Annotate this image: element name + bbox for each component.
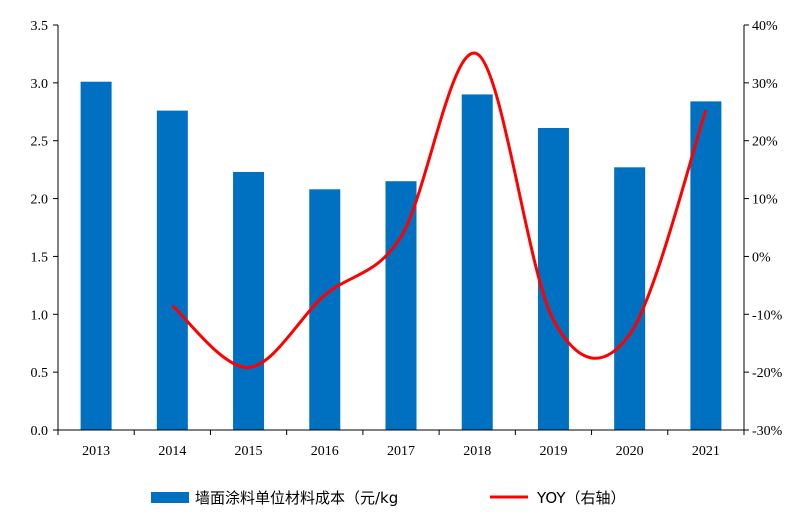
bar-2017	[385, 181, 417, 430]
bar-2020	[614, 167, 646, 431]
bar-series	[80, 81, 722, 431]
y-left-tick-label: 3.0	[31, 77, 49, 92]
y-left-tick-label: 1.5	[31, 250, 49, 265]
y-left-tick-label: 2.5	[31, 135, 49, 150]
x-tick-label-2015: 2015	[235, 444, 263, 459]
x-tick-label-2014: 2014	[158, 444, 186, 459]
y-left-tick-label: 2.0	[31, 193, 49, 208]
y-right-tick-label: 10%	[752, 193, 778, 208]
yoy-line-series	[171, 51, 708, 370]
y-right-tick-label: 0%	[752, 250, 771, 265]
x-tick-label-2013: 2013	[82, 444, 110, 459]
y-right-tick-label: 30%	[752, 77, 778, 92]
bar-2013	[80, 81, 112, 430]
x-tick-label-2018: 2018	[463, 444, 491, 459]
x-tick-label-2020: 2020	[616, 444, 644, 459]
legend-label-line: YOY（右轴）	[536, 489, 626, 507]
axes: 0.0 0.5 1.0 1.5 2.0 2.5 3.0 3.5 -30% -20% -10% 0% 10…	[31, 19, 783, 459]
y-right-tick-label: 40%	[752, 19, 778, 34]
x-tick-label-2021: 2021	[692, 444, 720, 459]
y-right-tick-label: -20%	[752, 366, 783, 381]
x-tick-label-2019: 2019	[539, 444, 567, 459]
x-tick-label-2017: 2017	[387, 444, 415, 459]
bar-2018	[461, 94, 493, 430]
yoy-line	[171, 51, 708, 370]
y-left-tick-label: 0.5	[31, 366, 49, 381]
bar-2019	[537, 127, 569, 430]
bar-2015	[233, 171, 265, 430]
bar-2016	[309, 189, 341, 430]
y-right-tick-label: -10%	[752, 308, 783, 323]
bar-2021	[690, 101, 722, 430]
x-tick-label-2016: 2016	[311, 444, 339, 459]
legend: 墙面涂料单位材料成本（元/kg YOY（右轴）	[151, 489, 626, 507]
legend-label-bars: 墙面涂料单位材料成本（元/kg	[195, 489, 398, 507]
y-left-tick-label: 0.0	[31, 424, 49, 439]
y-right-tick-label: -30%	[752, 424, 783, 439]
y-right-tick-label: 20%	[752, 135, 778, 150]
legend-swatch-bars	[151, 492, 189, 503]
y-left-tick-label: 3.5	[31, 19, 49, 34]
bar-2014	[156, 110, 188, 430]
y-left-tick-label: 1.0	[31, 308, 49, 323]
